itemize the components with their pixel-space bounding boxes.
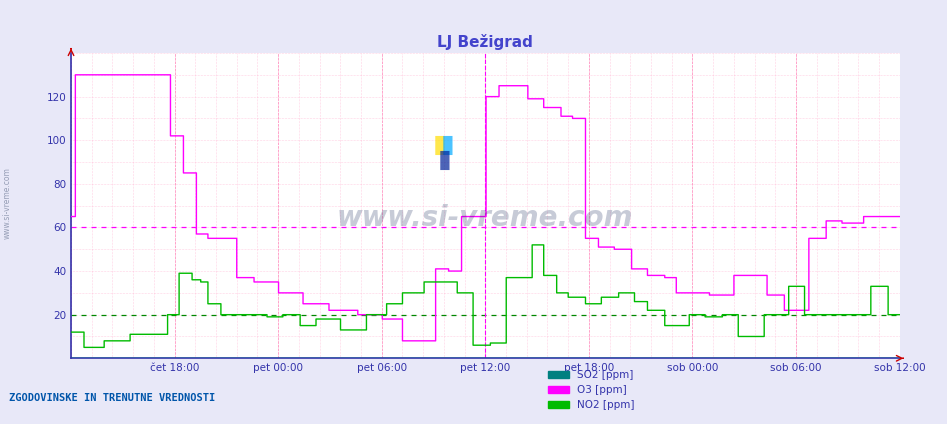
Text: ▮: ▮ [433, 133, 447, 156]
Text: www.si-vreme.com: www.si-vreme.com [337, 204, 634, 232]
Text: ▮: ▮ [438, 148, 451, 172]
Text: www.si-vreme.com: www.si-vreme.com [3, 167, 12, 240]
Legend: SO2 [ppm], O3 [ppm], NO2 [ppm]: SO2 [ppm], O3 [ppm], NO2 [ppm] [544, 366, 639, 415]
Title: LJ Bežigrad: LJ Bežigrad [438, 34, 533, 50]
Text: ZGODOVINSKE IN TRENUTNE VREDNOSTI: ZGODOVINSKE IN TRENUTNE VREDNOSTI [9, 393, 216, 403]
Text: ▮: ▮ [441, 133, 455, 156]
